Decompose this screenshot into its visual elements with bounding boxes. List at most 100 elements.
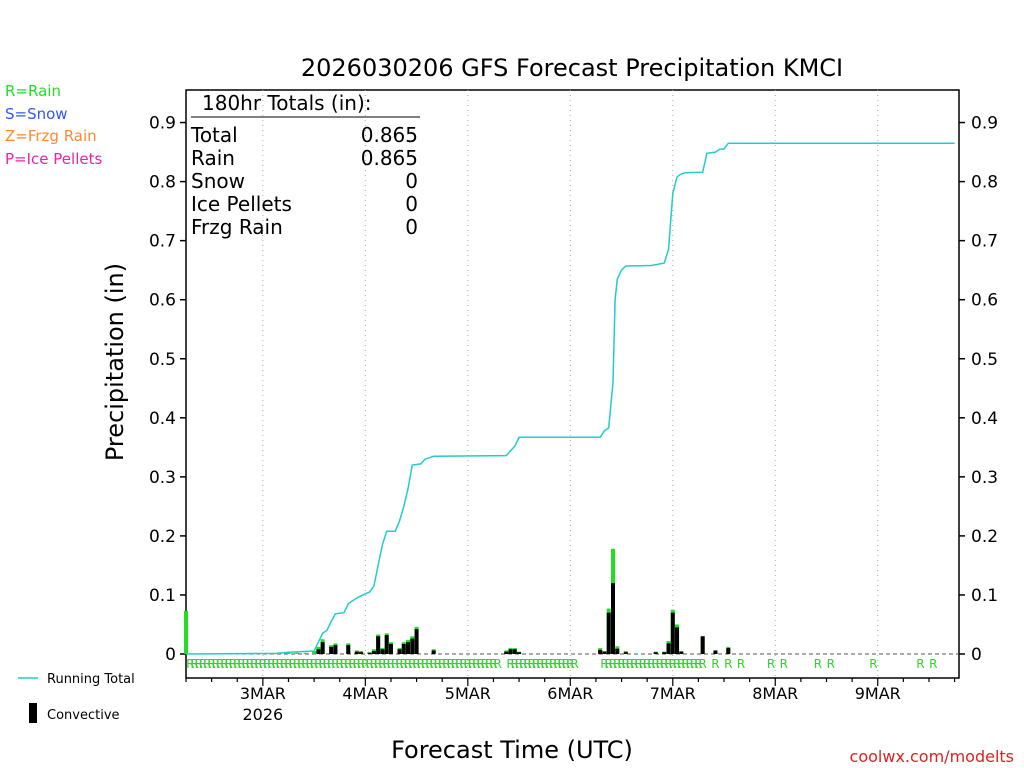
ptype-marker: R — [515, 657, 523, 671]
ptype-marker: R — [263, 657, 271, 671]
ptype-marker: R — [780, 657, 788, 671]
convective-bar — [329, 646, 334, 654]
ptype-marker: R — [489, 657, 497, 671]
totals-box: 180hr Totals (in): Total 0.865 Rain 0.86… — [190, 91, 420, 239]
ptype-marker: R — [724, 657, 732, 671]
convective-bar — [371, 651, 376, 654]
ptype-marker: R — [425, 657, 433, 671]
convective-bar — [662, 652, 667, 654]
ptype-marker: R — [767, 657, 775, 671]
convective-bar — [623, 652, 628, 654]
convective-bar — [670, 612, 675, 654]
y-tick-label-left: 0.2 — [149, 527, 176, 547]
ptype-marker: R — [634, 657, 642, 671]
ptype-marker: R — [566, 657, 574, 671]
ptype-marker: R — [434, 657, 442, 671]
convective-bar — [679, 651, 684, 654]
y-tick-label-left: 0.4 — [149, 409, 176, 429]
ptype-marker: R — [528, 657, 536, 671]
ptype-marker: R — [652, 657, 660, 671]
ptype-marker: R — [395, 657, 403, 671]
running-total-series — [185, 142, 955, 655]
convective-bar — [508, 649, 513, 654]
ptype-marker: R — [365, 657, 373, 671]
totals-value-ice-pellets: 0 — [405, 192, 418, 216]
ptype-marker: R — [370, 657, 378, 671]
y-tick-label-right: 0.5 — [971, 350, 998, 370]
y-tick-label-left: 0.5 — [149, 350, 176, 370]
totals-value-rain: 0.865 — [361, 146, 418, 170]
ptype-marker: R — [289, 657, 297, 671]
ptype-marker: R — [481, 657, 489, 671]
convective-bar — [333, 645, 338, 654]
ptype-marker: R — [429, 657, 437, 671]
ptype-marker: R — [814, 657, 822, 671]
ptype-marker: R — [259, 657, 267, 671]
ptype-marker: R — [451, 657, 459, 671]
ptype-marker: R — [314, 657, 322, 671]
ptype-marker: R — [609, 657, 617, 671]
ptype-marker: R — [383, 657, 391, 671]
ptype-marker: R — [916, 657, 924, 671]
ptype-marker: R — [318, 657, 326, 671]
ptype-marker: R — [421, 657, 429, 671]
ptype-marker: R — [869, 657, 877, 671]
ptype-marker: R — [523, 657, 531, 671]
ptype-marker: R — [506, 657, 514, 671]
ptype-marker: R — [195, 657, 203, 671]
ptype-marker: R — [558, 657, 566, 671]
x-tick-label: 9MAR — [855, 684, 901, 703]
ptype-marker: R — [225, 657, 233, 671]
ptype-marker: R — [254, 657, 262, 671]
ptype-marker: R — [737, 657, 745, 671]
x-axis: 3MAR 2026 4MAR 5MAR 6MAR 7MAR 8MAR 9MAR — [185, 678, 956, 724]
ptype-marker: R — [340, 657, 348, 671]
ptype-marker: R — [280, 657, 288, 671]
y-tick-label-left: 0.8 — [149, 173, 176, 193]
ptype-marker: R — [553, 657, 561, 671]
y-tick-label-right: 0.2 — [971, 527, 998, 547]
y-tick-label-right: 0.4 — [971, 409, 998, 429]
ptype-marker: R — [656, 657, 664, 671]
convective-bar — [316, 649, 321, 654]
y-tick-label-right: 0.7 — [971, 232, 998, 252]
convective-legend-swatch — [29, 703, 37, 723]
precip-total-bar — [286, 652, 291, 654]
convective-bar — [414, 629, 419, 654]
legend-ice-pellets: P=Ice Pellets — [5, 150, 102, 168]
x-tick-label: 5MAR — [445, 684, 491, 703]
ptype-marker: R — [331, 657, 339, 671]
ptype-marker: R — [472, 657, 480, 671]
ptype-marker: R — [562, 657, 570, 671]
convective-bar — [615, 648, 620, 654]
ptype-marker: R — [327, 657, 335, 671]
y-tick-label-left: 0 — [165, 645, 176, 665]
y-tick-label-right: 0.9 — [971, 114, 998, 134]
ptype-marker: R — [532, 657, 540, 671]
y-tick-label-right: 0.6 — [971, 291, 998, 311]
y-axes: 0 00.1 0.10.2 0.20.3 0.30.4 0.40.5 0.50.6 0.60.… — [149, 114, 998, 665]
ptype-marker: R — [374, 657, 382, 671]
ptype-marker: R — [455, 657, 463, 671]
ptype-legend: R=Rain S=Snow Z=Frzg Rain P=Ice Pellets — [5, 82, 102, 168]
convective-bar — [602, 651, 607, 654]
running-total-line — [185, 142, 955, 655]
y-tick-label-left: 0.1 — [149, 586, 176, 606]
ptype-marker: R — [673, 657, 681, 671]
convective-bar — [320, 642, 325, 654]
x-tick-sublabel: 2026 — [243, 705, 284, 724]
x-tick-label: 6MAR — [547, 684, 593, 703]
legend-rain: R=Rain — [5, 82, 61, 100]
totals-label-total: Total — [190, 123, 238, 147]
ptype-marker: R — [323, 657, 331, 671]
convective-bar — [611, 583, 615, 654]
x-tick-label: 8MAR — [752, 684, 798, 703]
convective-bar — [384, 635, 389, 654]
x-tick-label: 7MAR — [650, 684, 696, 703]
ptype-marker: R — [549, 657, 557, 671]
ptype-marker: R — [485, 657, 493, 671]
convective-bar — [675, 627, 680, 654]
ptype-marker: R — [391, 657, 399, 671]
ptype-marker: R — [681, 657, 689, 671]
